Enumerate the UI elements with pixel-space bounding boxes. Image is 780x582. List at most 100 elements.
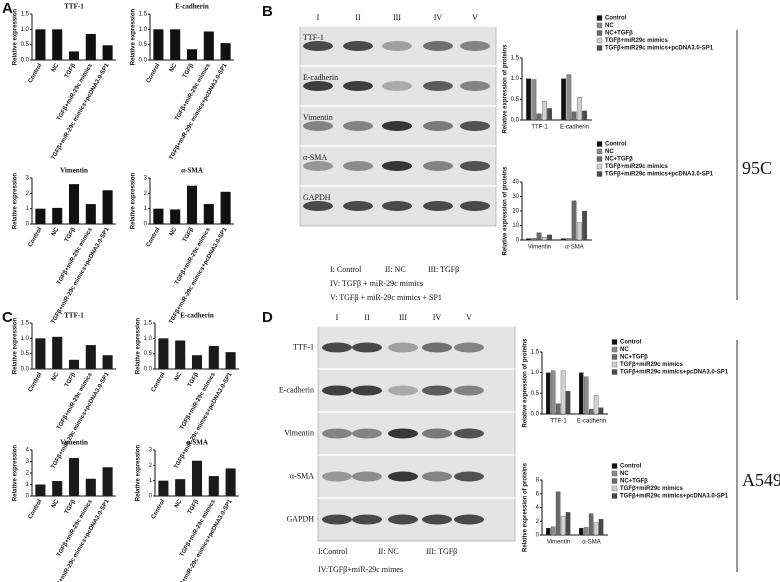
chart-title: TTF-1 xyxy=(64,3,84,11)
y-tick-label: 1 xyxy=(144,206,148,212)
blot-legend: I:Control xyxy=(318,547,348,556)
y-tick-label: 1.5 xyxy=(144,321,153,327)
y-tick-label: 1.0 xyxy=(511,76,520,82)
y-axis-label: Relative expression xyxy=(131,172,137,229)
chart-title: Vimentin xyxy=(60,439,88,447)
lane-label: II xyxy=(355,13,361,22)
y-tick-label: 1.0 xyxy=(21,27,30,33)
bar xyxy=(541,236,547,241)
bar xyxy=(52,336,63,369)
lane-label: V xyxy=(466,313,472,322)
bar xyxy=(175,340,186,369)
blot-band xyxy=(303,41,333,51)
lane-label: I xyxy=(336,313,339,322)
bar xyxy=(186,49,198,60)
chart-title: E-cadherin xyxy=(175,3,209,11)
y-axis-label: Relative expression xyxy=(13,317,19,374)
blot-band xyxy=(454,385,484,396)
blot-band xyxy=(423,81,453,91)
blot-band xyxy=(382,41,412,51)
y-tick-label: 2 xyxy=(149,463,153,469)
bar xyxy=(566,74,572,121)
lane-label: III xyxy=(399,313,407,322)
blot-band xyxy=(422,471,452,482)
bar xyxy=(598,407,604,415)
legend-label: NC xyxy=(605,149,614,155)
bar xyxy=(566,238,572,241)
x-tick-label: α-SMA xyxy=(582,540,600,546)
legend-swatch xyxy=(611,354,618,360)
y-tick-label: 1.5 xyxy=(511,56,520,62)
bar xyxy=(571,200,577,241)
legend-swatch xyxy=(611,470,618,477)
blot-band xyxy=(303,201,333,211)
y-tick-label: 8 xyxy=(536,478,540,484)
y-axis-label: Relative expression of proteins xyxy=(523,462,529,552)
bar xyxy=(593,395,599,415)
bar xyxy=(583,376,589,415)
blot-band xyxy=(352,342,382,353)
legend-label: NC+TGFβ xyxy=(605,31,633,37)
legend-label: Control xyxy=(620,464,642,470)
chart-title: TTF-1 xyxy=(64,312,84,320)
y-tick-label: 1.5 xyxy=(139,12,148,18)
bar xyxy=(153,208,164,224)
x-tick-label: NC xyxy=(169,226,179,237)
y-axis-label: Relative expression xyxy=(13,444,19,501)
y-tick-label: 0.0 xyxy=(511,118,520,124)
legend-label: TGFβ+miR29c mimics+pcDNA3.0-SP1 xyxy=(620,494,729,500)
legend-label: NC xyxy=(620,347,629,353)
chart-title: α-SMA xyxy=(181,167,203,175)
y-axis-label: Relative expression of proteins xyxy=(523,338,529,428)
blot-band xyxy=(343,161,373,171)
bar xyxy=(598,519,604,536)
bar xyxy=(170,29,181,60)
y-axis-label: Relative expression of proteins xyxy=(503,44,509,134)
legend-swatch xyxy=(611,339,618,345)
blot-band xyxy=(322,428,352,439)
y-tick-label: 0.5 xyxy=(531,391,540,397)
bar xyxy=(536,232,542,241)
y-tick-label: 0 xyxy=(144,222,148,228)
bar xyxy=(571,111,577,121)
y-tick-label: 0.0 xyxy=(144,367,153,373)
y-tick-label: 1.0 xyxy=(144,336,153,342)
bar xyxy=(68,359,80,369)
bar xyxy=(52,29,63,60)
blot-legend: IV: TGFβ + miR-29c mimics xyxy=(330,279,423,288)
bar xyxy=(541,101,547,121)
blot-band xyxy=(382,81,412,91)
bar xyxy=(560,516,566,536)
bar xyxy=(153,29,164,60)
blot-legend: V: TGFβ + miR-29c mimics + SP1 xyxy=(330,293,442,302)
y-tick-label: 1.5 xyxy=(531,350,540,356)
bar xyxy=(85,33,96,60)
bar xyxy=(225,468,236,496)
legend-label: NC xyxy=(605,23,614,29)
legend-label: TGFβ+miR29c mimics xyxy=(605,164,669,170)
bar xyxy=(191,460,203,496)
bar xyxy=(102,190,113,224)
x-tick-label: NC xyxy=(51,498,61,509)
bar xyxy=(561,238,566,241)
bar xyxy=(560,370,566,415)
y-tick-label: 0.0 xyxy=(531,412,540,418)
bar xyxy=(593,522,599,536)
bar xyxy=(68,458,80,496)
bar xyxy=(52,481,63,496)
protein-label: TTF-1 xyxy=(303,33,324,42)
y-axis-label: Relative expression xyxy=(13,8,19,65)
bar xyxy=(531,79,537,121)
blot-band xyxy=(343,201,373,211)
y-tick-label: 10 xyxy=(512,223,519,229)
y-tick-label: 2 xyxy=(26,191,30,197)
blot-legend: I: Control xyxy=(330,265,362,274)
legend-swatch xyxy=(596,45,603,51)
bar xyxy=(85,204,96,224)
y-axis-label: Relative expression xyxy=(136,317,142,374)
legend-swatch xyxy=(611,493,618,499)
bar xyxy=(170,209,181,224)
y-axis-label: Relative expression of proteins xyxy=(503,166,509,256)
x-tick-label: NC xyxy=(51,226,61,237)
